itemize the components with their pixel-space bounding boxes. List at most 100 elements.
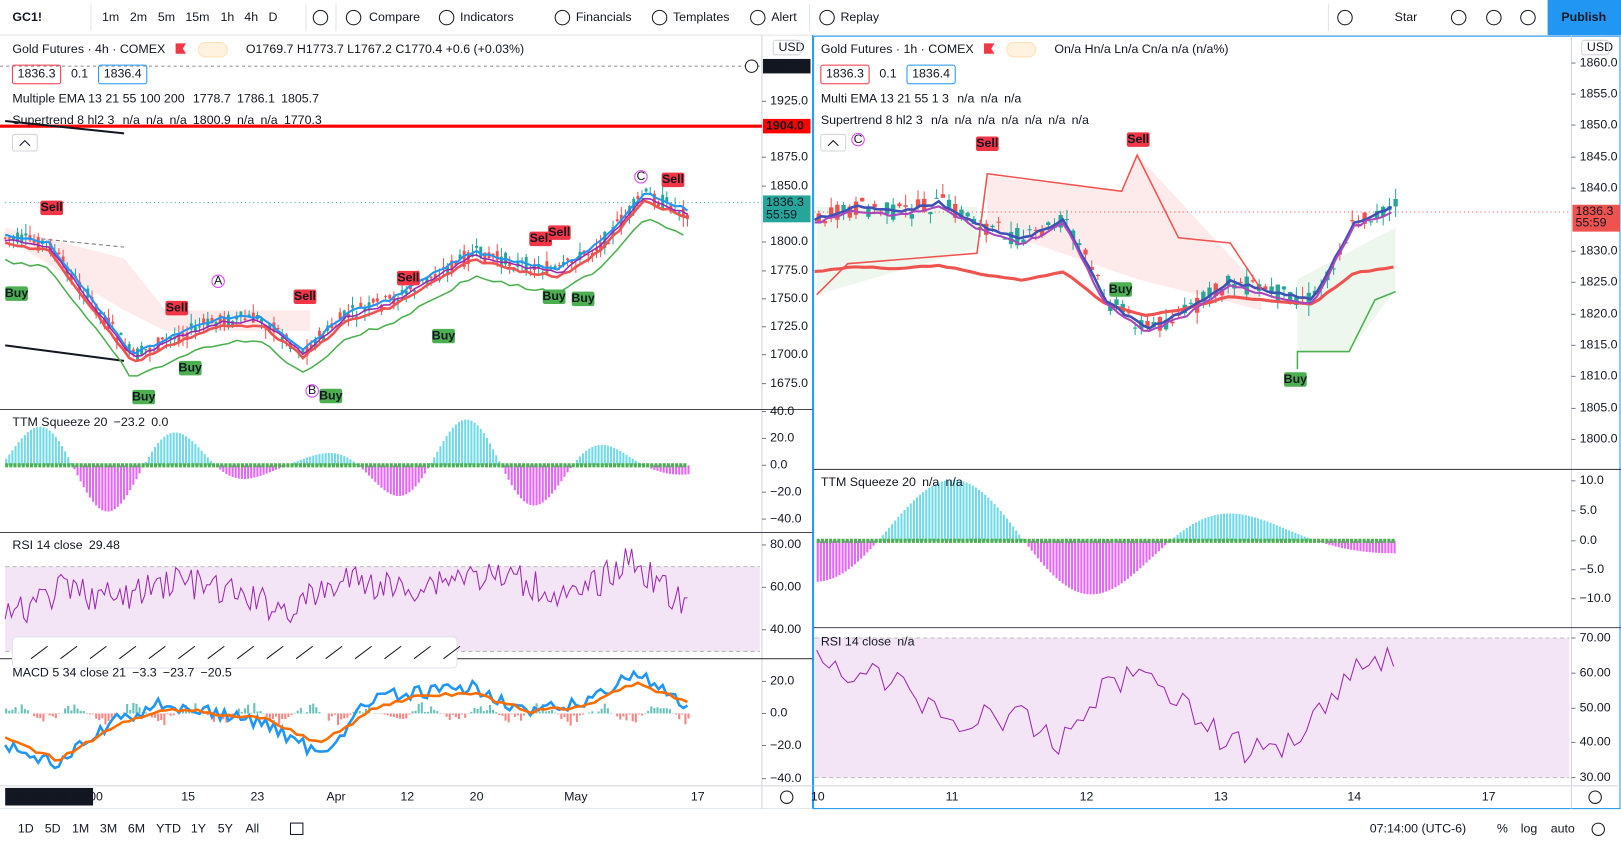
toolbar-icon[interactable] bbox=[1486, 9, 1502, 26]
toolbar-icon[interactable] bbox=[312, 9, 329, 26]
ask-box bbox=[906, 64, 956, 85]
toolbar-icon[interactable] bbox=[345, 9, 362, 26]
settings-icon[interactable] bbox=[1591, 822, 1605, 837]
macd-hist bbox=[271, 713, 274, 720]
range-button[interactable]: 5D bbox=[45, 822, 61, 836]
toolbar-icon[interactable] bbox=[819, 9, 835, 26]
drawing-tool[interactable] bbox=[89, 645, 107, 660]
range-button[interactable]: 3M bbox=[100, 822, 117, 836]
toolbar-button[interactable]: Replay bbox=[840, 10, 879, 24]
range-button[interactable]: 5Y bbox=[218, 822, 233, 836]
signal-marker bbox=[1109, 282, 1133, 297]
auto-toggle[interactable]: auto bbox=[1551, 822, 1575, 836]
histogram-bar bbox=[622, 452, 625, 466]
drawing-tool[interactable] bbox=[295, 645, 314, 660]
symbol[interactable]: GC1! bbox=[12, 10, 42, 24]
interval-button[interactable]: 1m bbox=[102, 10, 119, 24]
toolbar-button[interactable]: Financials bbox=[576, 10, 632, 24]
drawing-tool[interactable] bbox=[384, 645, 402, 660]
candle bbox=[1201, 291, 1206, 302]
toolbar-button[interactable]: Templates bbox=[673, 10, 729, 24]
drawing-tool[interactable] bbox=[178, 645, 196, 660]
collapse-button[interactable] bbox=[11, 133, 38, 152]
interval-button[interactable]: 5m bbox=[158, 10, 175, 24]
log-toggle[interactable]: log bbox=[1521, 822, 1538, 836]
drawing-tool[interactable] bbox=[443, 645, 461, 660]
publish-label[interactable]: Publish bbox=[1561, 10, 1606, 24]
histogram-bar bbox=[1055, 540, 1058, 579]
range-button[interactable]: YTD bbox=[156, 822, 181, 836]
toolbar-button[interactable]: Indicators bbox=[460, 10, 514, 24]
signal-label: Buy bbox=[179, 360, 203, 374]
histogram-bar bbox=[1269, 522, 1272, 541]
star-button[interactable]: Star bbox=[1395, 10, 1418, 24]
rsi-band bbox=[814, 637, 1570, 778]
interval-button[interactable]: D bbox=[268, 10, 277, 24]
percent-toggle[interactable]: % bbox=[1497, 822, 1508, 836]
toolbar-icon[interactable] bbox=[1450, 9, 1467, 26]
drawing-tool[interactable] bbox=[236, 645, 255, 660]
collapse-button[interactable] bbox=[820, 133, 847, 152]
indicator-value: n/a bbox=[978, 113, 995, 127]
drawing-tool[interactable] bbox=[266, 645, 284, 660]
range-button[interactable]: 1M bbox=[72, 822, 89, 836]
histogram-bar bbox=[1384, 540, 1387, 554]
price-axis-label: 30.00 bbox=[1580, 770, 1611, 784]
toolbar-button[interactable]: Compare bbox=[369, 10, 420, 24]
candle bbox=[1108, 304, 1113, 311]
drawing-tool[interactable] bbox=[30, 645, 48, 660]
toolbar-icon[interactable] bbox=[1337, 9, 1353, 26]
histogram-bar bbox=[364, 465, 367, 473]
toolbar-icon[interactable] bbox=[554, 9, 571, 26]
toolbar-icon[interactable] bbox=[438, 9, 455, 26]
toolbar-button[interactable]: Alert bbox=[771, 10, 797, 24]
drawing-tool[interactable] bbox=[119, 645, 137, 660]
collapse-icon[interactable] bbox=[827, 139, 839, 147]
trend-line bbox=[5, 344, 125, 362]
histogram-bar bbox=[26, 432, 29, 466]
candle bbox=[450, 260, 454, 271]
drawing-tool[interactable] bbox=[325, 645, 343, 660]
candle bbox=[363, 307, 367, 312]
candle bbox=[657, 202, 660, 207]
indicator-name: Supertrend 8 hl2 3 bbox=[12, 113, 114, 127]
histogram-bar bbox=[321, 453, 324, 466]
candle bbox=[388, 295, 392, 299]
drawing-tool[interactable] bbox=[354, 645, 372, 660]
macd-hist bbox=[346, 713, 349, 718]
indicator-value: n/a bbox=[957, 92, 974, 106]
interval-button[interactable]: 2m bbox=[130, 10, 147, 24]
drawing-tool[interactable] bbox=[60, 645, 78, 660]
drawing-tool[interactable] bbox=[207, 645, 225, 660]
time-axis-label: 12 bbox=[1080, 790, 1094, 804]
price-axis-label: 1700.0 bbox=[770, 347, 808, 361]
interval-button[interactable]: 1h bbox=[221, 10, 235, 24]
histogram-bar bbox=[1378, 540, 1381, 553]
toolbar-icon[interactable] bbox=[750, 9, 766, 26]
range-button[interactable]: 1Y bbox=[191, 822, 206, 836]
settings-icon[interactable] bbox=[1588, 790, 1602, 804]
candle bbox=[239, 311, 243, 317]
price-axis-label: −40.0 bbox=[770, 511, 801, 525]
macd-hist bbox=[470, 711, 473, 714]
toolbar-icon[interactable] bbox=[1520, 9, 1536, 26]
add-button[interactable] bbox=[744, 59, 759, 73]
range-button[interactable]: All bbox=[245, 822, 259, 836]
ema-line bbox=[4, 192, 689, 355]
drawing-tool[interactable] bbox=[148, 645, 166, 660]
histogram-bar bbox=[33, 428, 36, 466]
toolbar-icon[interactable] bbox=[651, 9, 668, 26]
range-button[interactable]: 1D bbox=[18, 822, 34, 836]
drawing-tool[interactable] bbox=[413, 645, 431, 660]
macd-hist bbox=[399, 713, 402, 719]
collapse-icon[interactable] bbox=[19, 139, 31, 147]
range-button[interactable]: 6M bbox=[128, 822, 145, 836]
interval-button[interactable]: 15m bbox=[185, 10, 209, 24]
interval-button[interactable]: 4h bbox=[244, 10, 258, 24]
publish-button[interactable] bbox=[1547, 0, 1621, 36]
histogram-bar bbox=[523, 465, 526, 502]
macd-hist bbox=[296, 710, 299, 714]
settings-icon[interactable] bbox=[780, 790, 794, 804]
macd-hist bbox=[582, 713, 585, 715]
date-range-icon[interactable] bbox=[289, 822, 304, 835]
